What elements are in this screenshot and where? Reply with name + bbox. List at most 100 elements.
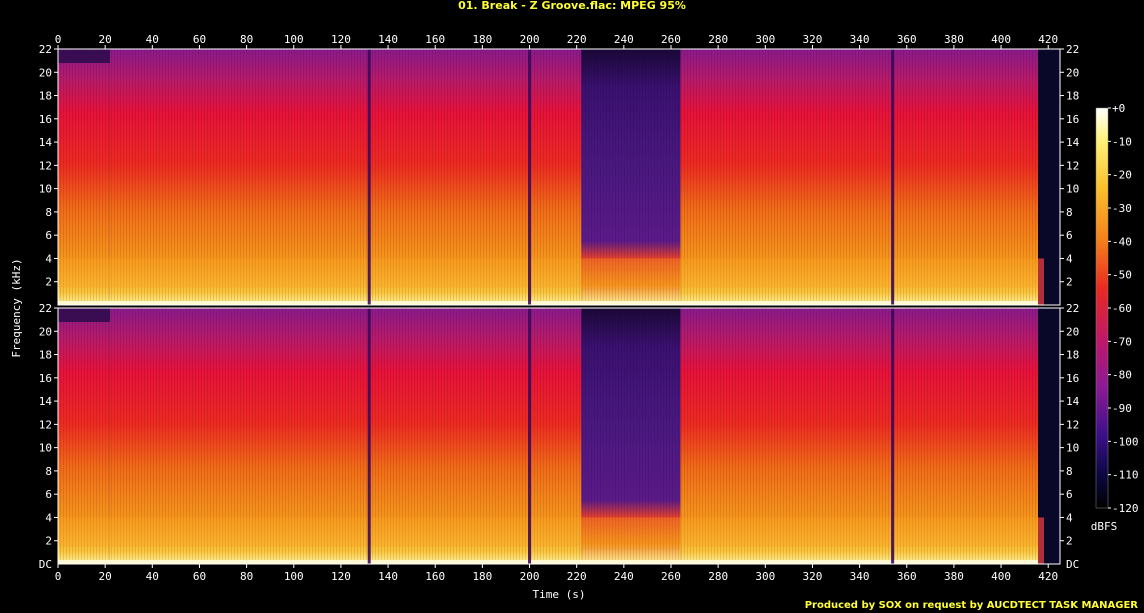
y-tick-label: 6	[1066, 488, 1073, 501]
dropout-line	[528, 308, 532, 564]
track-end-fade	[1038, 49, 1060, 305]
low-frequency-band	[58, 517, 1040, 547]
x-tick-label: 220	[567, 33, 587, 46]
x-tick-label: 300	[755, 33, 775, 46]
colorbar-tick-label: -100	[1112, 435, 1139, 448]
dropout-line	[367, 49, 371, 305]
x-tick-label: 120	[331, 33, 351, 46]
x-tick-label: 200	[520, 33, 540, 46]
x-tick-label: 240	[614, 33, 634, 46]
y-tick-label: 4	[45, 252, 52, 265]
colorbar-tick-label: -30	[1112, 202, 1132, 215]
colorbar-tick-label: -60	[1112, 302, 1132, 315]
track-end-low	[1038, 517, 1044, 564]
y-tick-label: 6	[1066, 229, 1073, 242]
dropout-line	[891, 308, 895, 564]
colorbar-tick-label: -10	[1112, 135, 1132, 148]
y-tick-label: 6	[45, 488, 52, 501]
x-tick-label: 280	[708, 570, 728, 583]
track-end-low	[1038, 258, 1044, 305]
x-tick-label: 40	[146, 33, 159, 46]
y-tick-label: 16	[1066, 372, 1079, 385]
x-tick-label: 340	[850, 33, 870, 46]
y-tick-label: 18	[1066, 349, 1079, 362]
channel-2-frame	[57, 307, 1061, 565]
colorbar-gradient	[1095, 107, 1109, 509]
y-tick-label: 10	[39, 442, 52, 455]
x-tick-label: 60	[193, 33, 206, 46]
colorbar-tick-label: +0	[1112, 102, 1125, 115]
y-tick-label: 2	[1066, 535, 1073, 548]
x-tick-label: 40	[146, 570, 159, 583]
x-tick-label: 260	[661, 33, 681, 46]
x-tick-label: 220	[567, 570, 587, 583]
footer-credit: Produced by SOX on request by AUCDTECT T…	[804, 600, 1138, 611]
x-tick-label: 280	[708, 33, 728, 46]
track-end-fade	[1038, 308, 1060, 564]
x-tick-label: 80	[240, 33, 253, 46]
x-tick-label: 160	[425, 33, 445, 46]
colorbar-tick-label: -90	[1112, 402, 1132, 415]
colorbar-tick-label: -80	[1112, 369, 1132, 382]
y-tick-label: 16	[1066, 113, 1079, 126]
y-tick-label: 20	[1066, 66, 1079, 79]
x-tick-label: 300	[755, 570, 775, 583]
x-tick-label: 180	[472, 33, 492, 46]
low-frequency-band	[58, 258, 1040, 288]
y-tick-label: DC	[1066, 558, 1079, 571]
x-tick-label: 0	[55, 33, 62, 46]
x-tick-label: 240	[614, 570, 634, 583]
x-tick-label: 120	[331, 570, 351, 583]
chart-title: 01. Break - Z Groove.flac: MPEG 95%	[458, 0, 686, 12]
plot-layer	[58, 49, 1060, 564]
dc-line	[58, 301, 1038, 305]
x-tick-label: 260	[661, 570, 681, 583]
x-tick-label: 100	[284, 33, 304, 46]
y-tick-label: DC	[39, 558, 52, 571]
y-tick-label: 6	[45, 229, 52, 242]
x-tick-label: 420	[1038, 33, 1058, 46]
y-tick-label: 18	[1066, 90, 1079, 103]
x-tick-label: 200	[520, 570, 540, 583]
x-tick-label: 420	[1038, 570, 1058, 583]
x-tick-label: 140	[378, 570, 398, 583]
y-tick-label: 14	[39, 395, 53, 408]
y-tick-label: 16	[39, 113, 52, 126]
y-tick-label: 8	[45, 206, 52, 219]
colorbar-tick-label: -40	[1112, 235, 1132, 248]
y-axis-label: Frequency (kHz)	[10, 258, 23, 357]
x-tick-label: 20	[99, 33, 112, 46]
x-tick-label: 20	[99, 570, 112, 583]
y-tick-label: 2	[45, 276, 52, 289]
y-tick-label: 20	[39, 66, 52, 79]
y-tick-label: 10	[1066, 442, 1079, 455]
dropout-line	[528, 49, 532, 305]
dropout-line	[367, 308, 371, 564]
y-tick-label: 8	[1066, 206, 1073, 219]
y-tick-label: 14	[1066, 136, 1080, 149]
colorbar: +0 -10 -20 -30 -40 -50 -60 -70 -80 -90 -100 -110 -12…	[1091, 102, 1139, 533]
colorbar-tick-label: -70	[1112, 335, 1132, 348]
x-axis-label: Time (s)	[533, 588, 586, 601]
y-tick-label: 12	[1066, 159, 1079, 172]
colorbar-tick-label: -50	[1112, 269, 1132, 282]
y-tick-label: 4	[1066, 252, 1073, 265]
x-tick-label: 380	[944, 570, 964, 583]
x-tick-label: 400	[991, 570, 1011, 583]
y-tick-label: 2	[1066, 276, 1073, 289]
colorbar-tick-label: -120	[1112, 502, 1139, 515]
x-tick-label: 360	[897, 33, 917, 46]
x-tick-label: 80	[240, 570, 253, 583]
y-tick-label: 22	[1066, 302, 1079, 315]
high-freq-cutoff-band	[58, 49, 110, 63]
y-tick-label: 10	[1066, 183, 1079, 196]
y-tick-label: 12	[1066, 418, 1079, 431]
y-tick-label: 8	[1066, 465, 1073, 478]
y-tick-label: 16	[39, 372, 52, 385]
channel-1-frame	[57, 48, 1061, 306]
x-tick-label: 160	[425, 570, 445, 583]
y-tick-label: 22	[39, 302, 52, 315]
x-tick-label: 180	[472, 570, 492, 583]
y-tick-label: 18	[39, 90, 52, 103]
